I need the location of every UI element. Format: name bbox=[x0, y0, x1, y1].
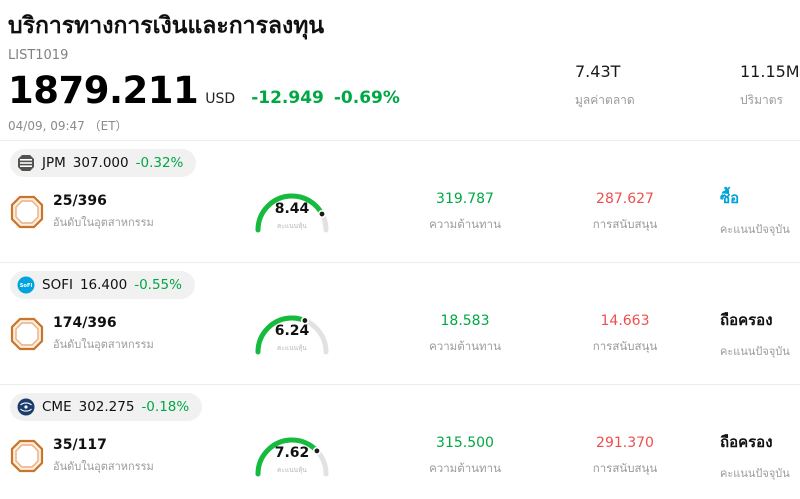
recommendation-value[interactable]: ถือครอง bbox=[720, 433, 773, 451]
stock-body: 35/117 อันดับในอุตสาหกรรม 7.62 คะแนนหุ้น… bbox=[10, 430, 800, 482]
recommendation-label: คะแนนปัจจุบัน bbox=[720, 467, 790, 480]
volume-label: ปริมาตร bbox=[740, 93, 783, 107]
volume-stat: 11.15M ปริมาตร bbox=[740, 62, 800, 110]
support-value: 291.370 bbox=[596, 434, 654, 451]
gauge-score-label: คะแนนหุ้น bbox=[277, 344, 307, 352]
svg-text:SoFi: SoFi bbox=[20, 283, 33, 289]
support-value: 14.663 bbox=[600, 312, 650, 329]
industry-rank-value: 35/117 bbox=[53, 437, 107, 453]
recommendation-label: คะแนนปัจจุบัน bbox=[720, 223, 790, 236]
industry-rank-label: อันดับในอุตสาหกรรม bbox=[53, 338, 154, 351]
ticker-price: 16.400 bbox=[79, 277, 128, 293]
resistance-label: ความต้านทาน bbox=[429, 338, 501, 353]
industry-rank-value: 174/396 bbox=[53, 315, 117, 331]
market-cap-label: มูลค่าตลาด bbox=[575, 93, 635, 107]
ticker-chip-jpm[interactable]: JPM 307.000 -0.32% bbox=[10, 149, 197, 177]
market-cap-stat: 7.43T มูลค่าตลาด bbox=[575, 62, 635, 110]
industry-rank-block: 174/396 อันดับในอุตสาหกรรม bbox=[10, 315, 250, 353]
medal-badge-icon bbox=[10, 439, 44, 473]
header: บริการทางการเงินและการลงทุน LIST1019 187… bbox=[0, 0, 800, 140]
gauge-score-value: 7.62 bbox=[274, 445, 310, 461]
gauge-arc bbox=[250, 186, 340, 238]
support-value: 287.627 bbox=[596, 190, 654, 207]
score-gauge: 8.44 คะแนนหุ้น bbox=[250, 186, 340, 238]
ticker-price: 307.000 bbox=[72, 155, 129, 171]
medal-badge-icon bbox=[10, 195, 44, 229]
ticker-chip-cme[interactable]: CME 302.275 -0.18% bbox=[10, 393, 203, 421]
jpm-logo-icon bbox=[18, 155, 34, 171]
currency-label: USD bbox=[205, 91, 236, 107]
resistance-metric: 319.787 ความต้านทาน bbox=[385, 191, 545, 234]
resistance-label: ความต้านทาน bbox=[429, 460, 501, 475]
recommendation-value[interactable]: ถือครอง bbox=[720, 311, 773, 329]
list-id: LIST1019 bbox=[8, 48, 69, 63]
support-label: การสนับสนุน bbox=[592, 460, 658, 475]
industry-rank-label: อันดับในอุตสาหกรรม bbox=[53, 216, 154, 229]
resistance-metric: 18.583 ความต้านทาน bbox=[385, 313, 545, 356]
stock-row-jpm: JPM 307.000 -0.32% 25/396 อันดับในอุตสาห… bbox=[0, 140, 800, 262]
resistance-value: 18.583 bbox=[440, 312, 490, 329]
industry-rank-block: 35/117 อันดับในอุตสาหกรรม bbox=[10, 437, 250, 475]
resistance-label: ความต้านทาน bbox=[429, 216, 501, 231]
stock-body: 174/396 อันดับในอุตสาหกรรม 6.24 คะแนนหุ้… bbox=[10, 308, 800, 360]
industry-rank-value: 25/396 bbox=[53, 193, 107, 209]
score-gauge: 7.62 คะแนนหุ้น bbox=[250, 430, 340, 482]
index-price: 1879.211 bbox=[8, 69, 199, 112]
ticker-change: -0.18% bbox=[141, 399, 190, 415]
gauge-arc bbox=[250, 430, 340, 482]
resistance-metric: 315.500 ความต้านทาน bbox=[385, 435, 545, 478]
gauge-arc bbox=[250, 308, 340, 360]
support-label: การสนับสนุน bbox=[592, 338, 658, 353]
resistance-value: 319.787 bbox=[436, 190, 494, 207]
industry-rank-label: อันดับในอุตสาหกรรม bbox=[53, 460, 154, 473]
cme-logo-icon bbox=[17, 398, 35, 416]
price-change: -12.949 bbox=[251, 88, 324, 108]
ticker-symbol: JPM bbox=[42, 155, 66, 171]
ticker-symbol: CME bbox=[42, 399, 72, 415]
volume-value: 11.15M bbox=[740, 62, 800, 81]
ticker-change: -0.32% bbox=[135, 155, 184, 171]
recommendation-block: ถือครอง คะแนนปัจจุบัน bbox=[720, 430, 790, 482]
recommendation-block: ซื้อ คะแนนปัจจุบัน bbox=[720, 186, 790, 238]
industry-rank-block: 25/396 อันดับในอุตสาหกรรม bbox=[10, 193, 250, 231]
medal-badge-icon bbox=[10, 317, 44, 351]
ticker-change: -0.55% bbox=[134, 277, 182, 293]
sofi-logo-icon: SoFi bbox=[17, 276, 35, 294]
gauge-score-value: 6.24 bbox=[274, 323, 310, 339]
gauge-score-label: คะแนนหุ้น bbox=[277, 466, 307, 474]
score-gauge: 6.24 คะแนนหุ้น bbox=[250, 308, 340, 360]
ticker-chip-sofi[interactable]: SoFi SOFI 16.400 -0.55% bbox=[10, 271, 195, 299]
recommendation-value[interactable]: ซื้อ bbox=[720, 189, 740, 207]
support-metric: 287.627 การสนับสนุน bbox=[545, 191, 705, 234]
ticker-price: 302.275 bbox=[78, 399, 135, 415]
resistance-value: 315.500 bbox=[436, 434, 494, 451]
stock-row-sofi: SoFi SOFI 16.400 -0.55% 174/396 อันดับใน… bbox=[0, 262, 800, 384]
ticker-symbol: SOFI bbox=[42, 277, 73, 293]
gauge-score-label: คะแนนหุ้น bbox=[277, 222, 307, 230]
recommendation-label: คะแนนปัจจุบัน bbox=[720, 345, 790, 358]
recommendation-block: ถือครอง คะแนนปัจจุบัน bbox=[720, 308, 790, 360]
price-change-percent: -0.69% bbox=[333, 88, 400, 108]
stock-body: 25/396 อันดับในอุตสาหกรรม 8.44 คะแนนหุ้น… bbox=[10, 186, 800, 238]
stock-row-cme: CME 302.275 -0.18% 35/117 อันดับในอุตสาห… bbox=[0, 384, 800, 499]
price-row: 1879.211 USD -12.949 -0.69% bbox=[8, 69, 800, 112]
market-cap-value: 7.43T bbox=[575, 62, 621, 81]
support-metric: 291.370 การสนับสนุน bbox=[545, 435, 705, 478]
gauge-score-value: 8.44 bbox=[274, 201, 310, 217]
support-metric: 14.663 การสนับสนุน bbox=[545, 313, 705, 356]
quote-timestamp: 04/09, 09:47 （ET） bbox=[8, 119, 128, 133]
page-title: บริการทางการเงินและการลงทุน bbox=[8, 13, 325, 39]
support-label: การสนับสนุน bbox=[592, 216, 658, 231]
